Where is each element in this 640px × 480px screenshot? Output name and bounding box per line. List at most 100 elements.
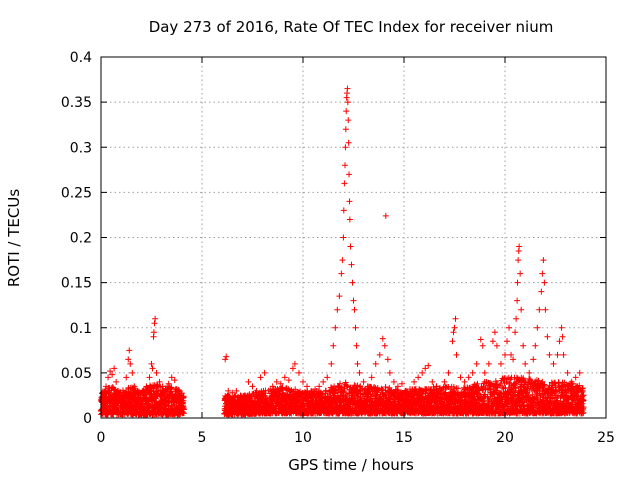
data-point [344,85,351,92]
data-point [415,374,422,381]
data-point [353,342,360,349]
data-point [526,369,533,376]
data-point [346,198,353,205]
data-point [532,342,539,349]
data-point [473,360,480,367]
x-tick-label: 5 [198,430,207,446]
y-tick-label: 0.05 [61,366,92,382]
data-point [534,324,541,331]
data-point [348,261,355,268]
data-point [149,365,156,372]
data-point [564,369,571,376]
y-tick-label: 0.25 [61,185,92,201]
data-point [338,270,345,277]
data-point [113,378,120,385]
data-point [382,212,389,219]
data-point [422,365,429,372]
data-point [346,171,353,178]
grid-lines [101,57,606,418]
data-point [346,216,353,223]
x-tick-label: 20 [496,430,514,446]
y-axis-label: ROTI / TECUs [5,189,23,287]
data-point [479,342,486,349]
data-point [540,257,547,264]
data-point [342,144,349,151]
data-point [559,333,566,340]
data-point [504,338,511,345]
data-point [171,377,178,384]
data-point [469,369,476,376]
data-point [516,243,523,250]
data-point [384,356,391,363]
data-point [558,324,565,331]
data-point [512,329,519,336]
data-point [502,351,508,358]
data-point [452,315,459,322]
data-point [356,369,363,376]
data-point [386,369,393,376]
data-point [279,384,286,391]
y-tick-label: 0.2 [70,231,92,247]
data-point [477,336,484,343]
data-point [249,383,256,390]
data-point [449,338,456,345]
data-point [332,324,339,331]
data-point [123,374,130,381]
data-point [550,360,557,367]
data-point [330,342,337,349]
data-point [168,384,175,391]
data-point [485,360,492,367]
data-point [345,139,352,146]
data-point [544,333,551,340]
data-point [324,374,331,381]
data-point [515,257,522,264]
data-point [572,374,579,381]
data-point [168,374,175,381]
y-tick-label: 0 [83,411,92,427]
data-point [425,362,432,369]
data-point [514,279,521,286]
data-point [457,374,464,381]
data-point [381,342,388,349]
data-point [295,369,302,376]
data-point [390,378,397,385]
data-point [539,270,546,277]
data-point [245,378,252,385]
data-point [481,369,488,376]
data-point [304,383,311,390]
data-point [345,117,352,124]
data-point [546,351,553,358]
data-point [576,369,583,376]
data-point [429,378,436,385]
data-point [102,386,109,393]
data-point [349,279,356,286]
data-point [340,207,347,214]
data-point [376,351,383,358]
data-point [451,324,458,331]
data-point [285,377,292,384]
data-point [518,306,525,313]
data-point [342,126,349,133]
data-point [150,329,157,336]
data-point [530,356,537,363]
data-point [336,293,343,300]
y-tick-label: 0.3 [70,140,92,156]
data-point [339,257,346,264]
data-point [223,353,230,360]
data-point [445,369,452,376]
data-point [352,324,359,331]
data-point [350,297,357,304]
data-point [536,306,543,313]
x-tick-label: 25 [597,430,615,446]
data-point [222,356,229,363]
data-point [300,378,306,385]
y-tick-label: 0.15 [61,276,92,292]
y-tick-label: 0.35 [61,95,92,111]
data-point [340,234,347,241]
data-point [153,369,160,376]
data-point [522,360,529,367]
y-axis-ticks: 00.050.10.150.20.250.30.350.4 [61,50,606,427]
data-point [513,315,520,322]
data-point [281,374,288,381]
data-point [554,351,561,358]
